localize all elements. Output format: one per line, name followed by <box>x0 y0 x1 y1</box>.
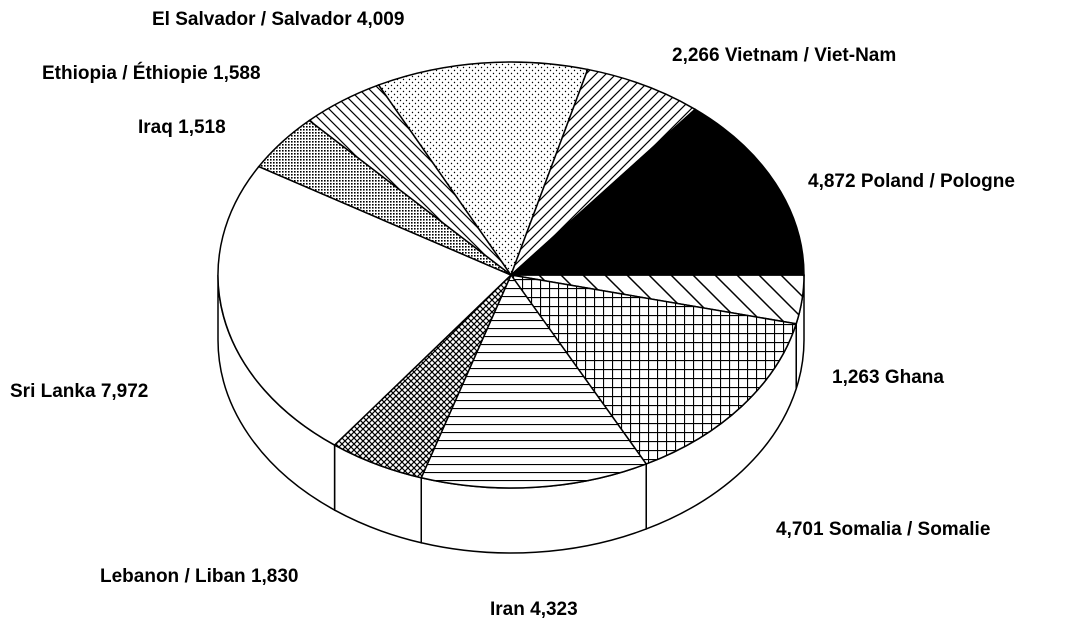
slice-label: Iraq 1,518 <box>138 117 226 138</box>
slice-label: Sri Lanka 7,972 <box>10 381 148 402</box>
value-label: 1,518 <box>178 117 226 138</box>
slice-label: Lebanon / Liban 1,830 <box>100 566 299 587</box>
category-label: Vietnam / Viet-Nam <box>725 45 896 66</box>
value-label: 4,701 <box>776 519 824 540</box>
category-label: El Salvador / Salvador <box>152 9 352 30</box>
slice-label: 4,701 Somalia / Somalie <box>776 519 990 540</box>
category-label: Lebanon / Liban <box>100 566 246 587</box>
category-label: Iraq <box>138 117 173 138</box>
slice-label: 4,872 Poland / Pologne <box>808 171 1015 192</box>
slice-label: 1,263 Ghana <box>832 367 944 388</box>
category-label: Poland / Pologne <box>861 171 1015 192</box>
slice-label: El Salvador / Salvador 4,009 <box>152 9 404 30</box>
slice-label: Iran 4,323 <box>490 599 578 620</box>
pie-slice <box>217 165 513 446</box>
category-label: Ethiopia / Éthiopie <box>42 62 208 84</box>
value-label: 4,009 <box>357 9 405 30</box>
pie-slice <box>509 273 798 465</box>
value-label: 4,872 <box>808 171 856 192</box>
category-label: Iran <box>490 599 525 620</box>
slice-label: 2,266 Vietnam / Viet-Nam <box>672 45 896 66</box>
value-label: 1,588 <box>213 63 261 84</box>
pie-slice <box>509 108 805 276</box>
pie-slice <box>510 68 697 276</box>
value-label: 4,323 <box>530 599 578 620</box>
value-label: 1,830 <box>251 566 299 587</box>
slice-label: Ethiopia / Éthiopie 1,588 <box>42 62 261 84</box>
value-label: 7,972 <box>101 381 149 402</box>
value-label: 2,266 <box>672 45 720 66</box>
category-label: Sri Lanka <box>10 381 96 402</box>
value-label: 1,263 <box>832 367 880 388</box>
category-label: Ghana <box>885 367 945 388</box>
pie-slice <box>377 61 589 277</box>
pie-slice <box>420 273 648 489</box>
category-label: Somalia / Somalie <box>829 519 991 540</box>
